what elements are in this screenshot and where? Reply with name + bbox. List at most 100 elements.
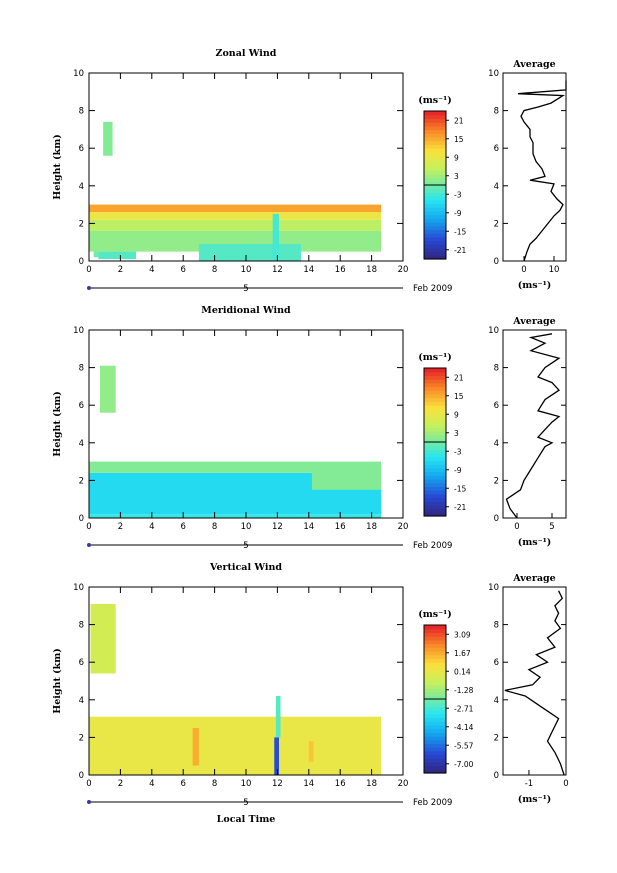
vertical-day-label: 5 xyxy=(243,798,248,808)
meridional-cell-1 xyxy=(89,461,382,473)
zonal-xtick-label: 18 xyxy=(366,265,377,275)
zonal-xtick-label: 12 xyxy=(272,265,283,275)
meridional-colorbar-band xyxy=(424,375,446,380)
vertical-cell-2 xyxy=(192,728,199,766)
meridional-day-marker xyxy=(87,543,91,547)
zonal-colorbar-band xyxy=(424,218,446,223)
zonal-cell-4 xyxy=(89,212,382,220)
vertical-xtick-label: 12 xyxy=(272,779,283,789)
zonal-colorbar-band xyxy=(424,255,446,260)
meridional-ylabel: Height (km) xyxy=(52,391,63,457)
zonal-avg-profile-line xyxy=(517,80,567,262)
meridional-avg-ytick-label: 2 xyxy=(494,476,499,486)
zonal-colorbar-band xyxy=(424,122,446,127)
zonal-colorbar-band xyxy=(424,240,446,245)
vertical-colorbar-band xyxy=(424,639,446,645)
meridional-colorbar-band xyxy=(424,423,446,428)
vertical-date-label: Feb 2009 xyxy=(413,798,452,808)
zonal-colorbar-band xyxy=(424,118,446,123)
zonal-colorbar-band xyxy=(424,133,446,138)
zonal-ytick-label: 4 xyxy=(79,182,84,192)
vertical-avg-frame xyxy=(502,586,567,776)
zonal-ytick-label: 0 xyxy=(79,257,84,267)
meridional-colorbar-band xyxy=(424,456,446,462)
vertical-avg-ytick-label: 0 xyxy=(494,771,499,781)
vertical-ytick-label: 8 xyxy=(79,621,84,631)
meridional-avg-ytick-label: 0 xyxy=(494,514,499,524)
meridional-xtick-label: 12 xyxy=(272,522,283,532)
vertical-avg-xlabel: (ms⁻¹) xyxy=(518,794,552,805)
vertical-cell-1 xyxy=(90,603,116,674)
zonal-colorbar-band xyxy=(424,177,446,182)
vertical-colorbar-band xyxy=(424,676,446,682)
meridional-title: Meridional Wind xyxy=(201,305,291,316)
meridional-xtick-label: 8 xyxy=(212,522,217,532)
meridional-ytick-label: 10 xyxy=(73,326,84,336)
meridional-colorbar-band xyxy=(424,497,446,502)
zonal-avg-ytick-label: 0 xyxy=(494,257,499,267)
vertical-colorbar-band xyxy=(424,724,446,730)
vertical-cell-4 xyxy=(275,696,281,738)
meridional-ytick-label: 6 xyxy=(79,401,84,411)
zonal-colorbar-band xyxy=(424,207,446,212)
meridional-cell-4 xyxy=(311,463,382,490)
meridional-colorbar-band xyxy=(424,453,446,458)
vertical-colorbar-band xyxy=(424,662,446,667)
meridional-xtick-label: 16 xyxy=(335,522,346,532)
zonal-colorbar-label: -9 xyxy=(454,209,462,218)
zonal-cell-5 xyxy=(89,204,382,213)
vertical-colorbar-label: -4.14 xyxy=(454,723,474,732)
meridional-avg-xlabel: (ms⁻¹) xyxy=(518,537,552,548)
zonal-colorbar-band xyxy=(424,140,446,145)
zonal-cell-2 xyxy=(89,230,382,252)
meridional-colorbar-band xyxy=(424,408,446,413)
zonal-cell-7 xyxy=(103,121,113,156)
zonal-avg-xtick-label: 0 xyxy=(521,265,526,275)
meridional-colorbar-band xyxy=(424,371,446,376)
zonal-colorbar-band xyxy=(424,210,446,216)
meridional-avg-title: Average xyxy=(512,316,555,327)
zonal-colorbar-band xyxy=(424,148,446,153)
meridional-xtick-label: 4 xyxy=(149,522,154,532)
meridional-colorbar-band xyxy=(424,438,446,443)
vertical-colorbar-band xyxy=(424,647,446,652)
meridional-colorbar-band xyxy=(424,479,446,484)
vertical-colorbar-label: -7.00 xyxy=(454,760,474,769)
meridional-colorbar-label: 9 xyxy=(454,410,459,419)
zonal-xtick-label: 20 xyxy=(398,265,409,275)
meridional-colorbar-unit: (ms⁻¹) xyxy=(418,352,452,363)
vertical-xtick-label: 4 xyxy=(149,779,154,789)
vertical-cell-5 xyxy=(308,741,314,762)
zonal-cell-8 xyxy=(272,214,279,261)
vertical-colorbar-band xyxy=(424,632,446,637)
meridional-xtick-label: 6 xyxy=(180,522,185,532)
vertical-xtick-label: 8 xyxy=(212,779,217,789)
vertical-colorbar-band xyxy=(424,747,446,752)
vertical-colorbar-band xyxy=(424,687,446,693)
zonal-colorbar-band xyxy=(424,188,446,193)
zonal-avg-ytick-label: 6 xyxy=(494,144,499,154)
zonal-xtick-label: 10 xyxy=(241,265,252,275)
meridional-colorbar-band xyxy=(424,442,446,447)
meridional-avg-ytick-label: 4 xyxy=(494,439,499,449)
zonal-cell-1 xyxy=(98,251,137,260)
vertical-colorbar-band xyxy=(424,721,446,726)
vertical-ytick-label: 10 xyxy=(73,583,84,593)
vertical-ytick-label: 4 xyxy=(79,696,84,706)
zonal-avg-xlabel: (ms⁻¹) xyxy=(518,280,552,291)
vertical-colorbar-band xyxy=(424,628,446,633)
zonal-colorbar-label: -15 xyxy=(454,227,466,236)
vertical-colorbar-band xyxy=(424,691,446,696)
zonal-ytick-label: 10 xyxy=(73,69,84,79)
vertical-colorbar-label: -5.57 xyxy=(454,741,474,750)
vertical-avg-xtick-label: 0 xyxy=(563,779,568,789)
vertical-xtick-label: 18 xyxy=(366,779,377,789)
meridional-colorbar-band xyxy=(424,427,446,432)
meridional-avg-frame xyxy=(502,329,567,519)
vertical-colorbar-band xyxy=(424,728,446,733)
meridional-colorbar-label: -21 xyxy=(454,503,466,512)
vertical-xtick-label: 2 xyxy=(118,779,123,789)
vertical-colorbar-label: 3.09 xyxy=(454,630,471,639)
vertical-colorbar-band xyxy=(424,713,446,719)
vertical-avg-ytick-label: 6 xyxy=(494,658,499,668)
